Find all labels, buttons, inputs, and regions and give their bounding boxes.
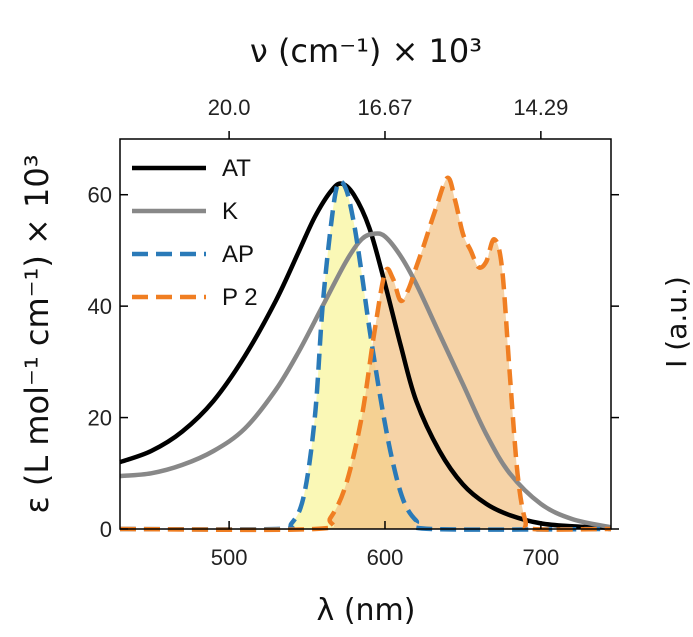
series-lines (119, 175, 612, 533)
series-line-ap (119, 179, 612, 532)
fill-area-ap (120, 181, 611, 530)
y-tick-label: 40 (88, 294, 112, 319)
y-tick-label: 0 (100, 517, 112, 542)
plot-frame (119, 138, 612, 530)
fill-areas (120, 177, 611, 530)
y-tick-label: 60 (88, 183, 112, 208)
series-line-at (119, 181, 612, 531)
legend-label-p-2: P 2 (222, 284, 258, 311)
y-axis-label: ε (L mol⁻¹ cm⁻¹) × 10³ (18, 154, 56, 513)
axis-ticks: 500 600 700 20.0 16.67 14.29 0 20 40 60 (88, 95, 619, 570)
top-tick-label: 14.29 (513, 95, 568, 120)
top-axis-label: ν (cm⁻¹) × 10³ (250, 32, 482, 70)
top-tick-label: 20.0 (208, 95, 251, 120)
x-axis-label: λ (nm) (317, 593, 416, 628)
right-axis-label: I (a.u.) (660, 276, 693, 368)
series-line-k (119, 231, 612, 530)
legend: AT K AP P 2 (132, 155, 258, 311)
x-tick-label: 700 (522, 545, 559, 570)
top-tick-label: 16.67 (357, 95, 412, 120)
x-tick-label: 600 (367, 545, 404, 570)
legend-label-ap: AP (222, 241, 254, 268)
y-tick-label: 20 (88, 406, 112, 431)
x-tick-label: 500 (211, 545, 248, 570)
legend-label-at: AT (222, 155, 251, 182)
series-line-p-2 (119, 175, 612, 533)
legend-label-k: K (222, 198, 238, 225)
